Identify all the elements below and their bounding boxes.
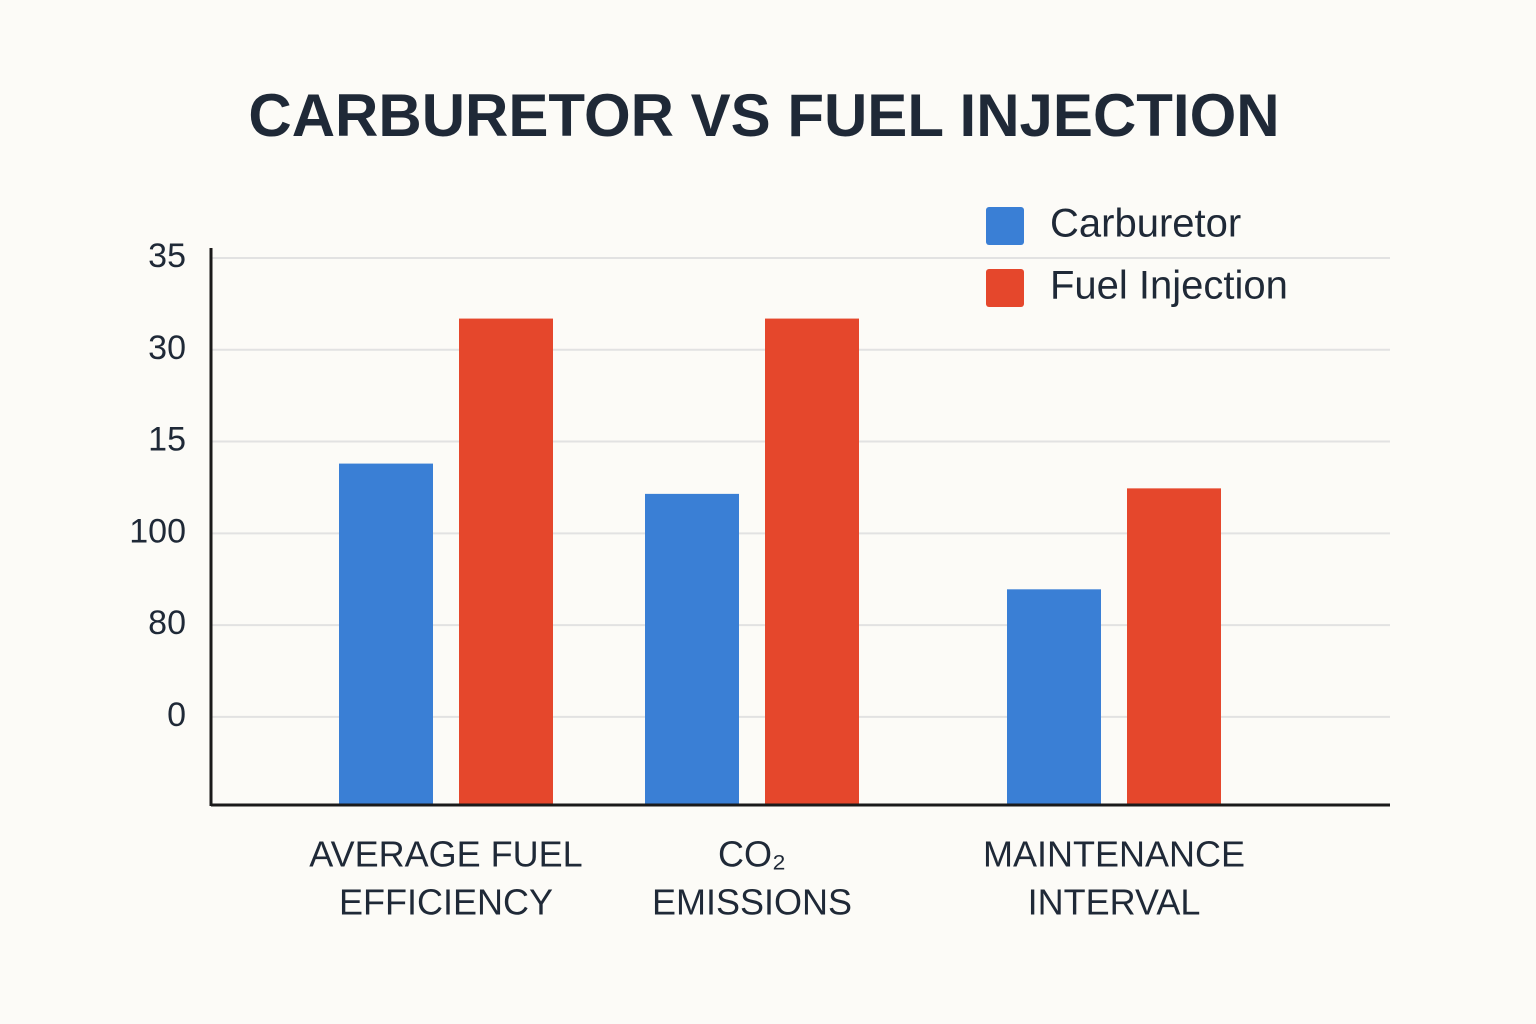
y-tick-label: 0	[167, 696, 186, 734]
legend-swatch	[986, 269, 1024, 307]
legend-label: Carburetor	[1050, 202, 1241, 246]
bar	[1127, 488, 1221, 805]
y-tick-label: 35	[148, 237, 186, 275]
legend-swatch	[986, 207, 1024, 245]
y-tick-label: 100	[129, 512, 186, 550]
bar	[765, 318, 859, 805]
y-tick-label: 80	[148, 604, 186, 642]
bar	[1007, 589, 1101, 805]
chart-title: CARBURETOR VS FUEL INJECTION	[248, 82, 1279, 149]
x-tick-label: MAINTENANCE	[983, 834, 1245, 875]
legend-label: Fuel Injection	[1050, 264, 1288, 308]
bar	[339, 463, 433, 805]
x-tick-label: INTERVAL	[1028, 882, 1201, 923]
bar	[645, 493, 739, 805]
y-tick-label: 30	[148, 329, 186, 367]
x-tick-label: EFFICIENCY	[339, 882, 553, 923]
x-tick-label: EMISSIONS	[652, 882, 852, 923]
y-tick-label: 15	[148, 421, 186, 459]
bar	[459, 318, 553, 805]
x-tick-label: CO₂	[718, 834, 786, 875]
x-tick-label: AVERAGE FUEL	[309, 834, 582, 875]
